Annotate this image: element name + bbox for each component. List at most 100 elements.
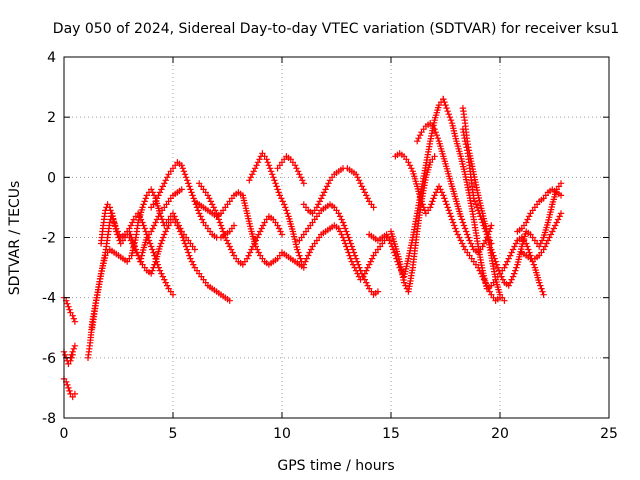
data-point: [501, 264, 508, 271]
data-point: [447, 213, 455, 220]
data-point: [452, 225, 459, 232]
data-point: [433, 132, 440, 139]
data-point: [431, 126, 438, 133]
data-point: [419, 201, 426, 208]
data-point: [152, 198, 159, 205]
data-point: [342, 225, 349, 232]
data-point: [524, 216, 531, 223]
data-point: [344, 246, 351, 253]
data-point: [114, 228, 121, 235]
data-point: [459, 240, 466, 247]
data-point: [553, 219, 560, 226]
data-point: [454, 231, 462, 238]
x-tick-label: 0: [60, 426, 69, 442]
data-point: [442, 101, 449, 109]
data-point: [443, 201, 450, 208]
data-point: [546, 234, 553, 241]
data-point: [211, 207, 219, 214]
data-point: [402, 282, 409, 289]
data-point: [471, 198, 479, 205]
data-point: [182, 243, 190, 250]
data-point: [162, 228, 169, 235]
data-point: [339, 234, 347, 241]
data-point: [445, 207, 452, 214]
data-point: [463, 144, 470, 151]
data-point: [66, 387, 73, 395]
data-point: [159, 183, 166, 190]
data-point: [554, 216, 562, 223]
data-point: [246, 177, 253, 184]
data-point: [345, 249, 352, 256]
data-point: [188, 189, 195, 196]
data-point: [530, 261, 537, 268]
data-point: [248, 246, 255, 253]
data-point: [222, 234, 229, 241]
data-point: [488, 246, 495, 253]
data-point: [278, 195, 285, 202]
data-point: [432, 189, 440, 196]
data-point: [191, 246, 198, 253]
data-point: [139, 219, 146, 226]
data-point: [249, 243, 257, 250]
y-axis-label: SDTVAR / TECUs: [7, 181, 23, 296]
data-point: [557, 210, 565, 217]
data-point: [65, 303, 72, 310]
data-point: [475, 207, 482, 214]
data-point: [112, 222, 119, 229]
data-point: [293, 165, 300, 172]
data-point: [153, 195, 161, 202]
data-point: [136, 213, 143, 220]
data-point: [416, 132, 424, 139]
data-point: [307, 246, 315, 253]
data-point: [499, 276, 507, 283]
data-point: [361, 270, 368, 277]
data-point: [141, 198, 148, 205]
data-point: [169, 210, 177, 217]
data-point: [442, 198, 449, 205]
data-point: [354, 258, 361, 265]
data-point: [441, 195, 448, 202]
data-point: [71, 390, 79, 398]
data-point: [141, 225, 148, 232]
data-point: [438, 189, 446, 196]
data-point: [524, 243, 531, 250]
y-tick-label: 0: [47, 170, 56, 186]
data-point: [149, 189, 156, 196]
data-point: [414, 138, 421, 145]
data-point: [283, 207, 290, 214]
data-point: [507, 252, 514, 259]
data-point: [127, 237, 135, 244]
data-point: [185, 180, 192, 187]
data-point: [512, 267, 519, 274]
data-point: [345, 234, 352, 241]
data-point: [453, 228, 460, 235]
data-point: [352, 171, 360, 178]
data-point: [343, 243, 350, 250]
data-point: [127, 222, 135, 229]
data-point: [492, 258, 499, 265]
data-point: [340, 222, 348, 229]
data-point: [512, 240, 520, 247]
data-point: [536, 243, 543, 250]
data-point: [496, 270, 504, 277]
data-point: [246, 249, 254, 256]
data-point: [479, 219, 486, 226]
data-point: [494, 264, 501, 271]
data-point: [446, 114, 454, 121]
data-point: [336, 213, 344, 220]
data-point: [216, 219, 224, 226]
data-point: [129, 219, 136, 226]
data-point: [61, 351, 69, 358]
data-point: [149, 225, 156, 232]
data-point: [368, 255, 376, 262]
data-point: [346, 237, 353, 244]
data-point: [113, 225, 120, 232]
data-point: [189, 192, 196, 199]
data-point: [134, 252, 142, 259]
data-point: [190, 261, 197, 268]
data-point: [440, 95, 447, 103]
data-point: [363, 267, 370, 274]
data-point: [322, 186, 329, 193]
data-point: [126, 225, 133, 232]
data-point: [265, 162, 273, 169]
